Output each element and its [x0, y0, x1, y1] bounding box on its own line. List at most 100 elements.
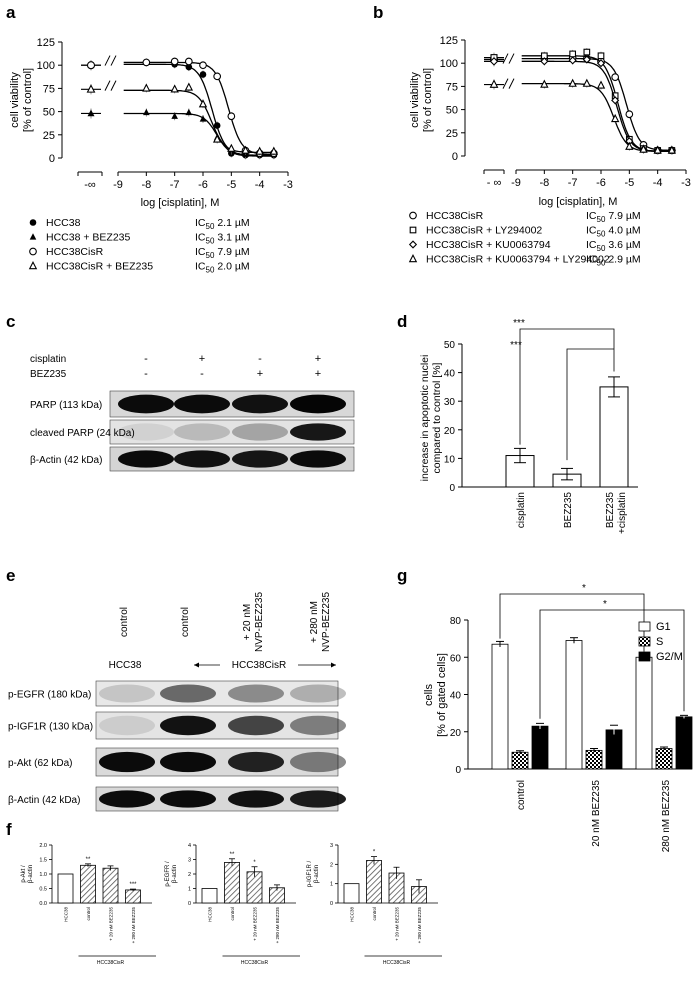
legend-ic50-a: IC50 7.9 µM [195, 246, 250, 260]
panel-letter-e: e [6, 566, 15, 585]
group-label-f-egfr: HCC38CisR [241, 960, 269, 966]
plot-area-f-igf1r: p-IGF1R / β-actin 0 1 2 3 HCC38 * control + 20 nM… [307, 843, 442, 966]
x-tick-label-b: -7 [568, 177, 578, 189]
data-point-a-1 [143, 108, 150, 116]
y-tick-label-f-igf1r: 3 [330, 843, 333, 849]
legend-label-a: HCC38CisR [46, 246, 104, 258]
bar-g-S [585, 749, 603, 770]
legend-ic50-b: IC50 3.6 µM [586, 239, 641, 253]
panel-d: d increase in apoptotic nuclei compared … [397, 312, 638, 534]
panel-g: g cells [% of gated cells] 0 20 40 60 80 * * c… [397, 566, 693, 853]
x-axis-title-b: log [cisplatin], M [539, 196, 618, 208]
y-axis-title-f-igf1r: β-actin [314, 865, 320, 883]
sig-label-f-egfr: ** [230, 852, 235, 858]
legend-marker-a [29, 247, 37, 256]
bar-f-egfr-1 [224, 862, 240, 904]
panel-c: c cisplatin BEZ235 - - + - - + + + PARP (113 kD… [6, 312, 355, 472]
category-label-bez235-cisplatin-2: +cisplatin [617, 492, 628, 534]
category-label-f-akt: control [86, 907, 91, 921]
category-label-f-egfr: HCC38 [208, 907, 213, 922]
data-point-b-3 [582, 78, 592, 87]
y-tick-label-b: 75 [446, 81, 458, 93]
band-c [290, 394, 346, 414]
sign-cisplatin: + [199, 353, 205, 365]
legend-marker-b [408, 240, 418, 249]
plot-area-d: 0 10 20 30 40 50 *** *** [444, 318, 638, 494]
band-e [99, 715, 155, 736]
legend-label-b: HCC38CisR + KU0063794 [426, 239, 551, 251]
zero-dose-point-a [86, 84, 96, 93]
data-point-a-2 [142, 58, 151, 67]
bar-f-akt-1 [80, 864, 96, 904]
x-tick-label-b: -9 [511, 177, 521, 189]
category-label-f-egfr: control [230, 907, 235, 921]
band-e [228, 790, 284, 808]
y-axis-title-f-akt: β-actin [28, 865, 34, 883]
category-label-bez235-cisplatin-1: BEZ235 [605, 492, 616, 529]
legend-a: HCC38 IC50 2.1 µM HCC38 + BEZ235 IC50 3.1 µ… [28, 217, 250, 275]
data-point-b-3 [568, 78, 577, 87]
bar-f-akt-2 [102, 867, 119, 904]
y-tick-label-f-akt: 0.5 [39, 887, 47, 893]
legend-label-b: HCC38CisR + LY294002 [426, 225, 542, 237]
panel-letter-g: g [397, 566, 407, 585]
band-c [174, 423, 230, 441]
data-point-b-3 [596, 80, 606, 89]
data-point-a-3 [269, 146, 279, 155]
band-c [174, 450, 230, 468]
y-axis-title-g-1: cells [423, 684, 435, 707]
bar-f-egfr-0 [201, 888, 218, 904]
category-label-280nm: 280 nM BEZ235 [661, 780, 672, 853]
data-point-b-2 [582, 55, 591, 64]
axis-break-a [104, 55, 111, 66]
legend-swatch-g2m [638, 651, 651, 662]
axis-break-b [508, 78, 515, 89]
data-point-b-1 [569, 50, 577, 58]
x-tick-label-inf-a: -∞ [84, 179, 96, 191]
data-point-b-1 [583, 48, 591, 56]
sig-label-f-igf1r: * [373, 850, 376, 856]
plot-area-f-akt: p-Akt / β-actin 0.0 0.5 1.0 1.5 2.0 HCC38 ** cont… [21, 843, 156, 966]
data-point-a-3 [170, 84, 179, 93]
sig-bracket-d [519, 328, 615, 445]
fit-curve-a-2 [123, 61, 272, 155]
data-point-a-1 [185, 108, 193, 116]
band-e [290, 790, 346, 808]
legend-ic50-a: IC50 3.1 µM [195, 232, 250, 246]
blot-label-e: p-EGFR (180 kDa) [8, 690, 91, 701]
row-label-cisplatin: cisplatin [30, 354, 66, 365]
data-point-a-3 [198, 99, 208, 108]
band-e [99, 684, 155, 703]
category-label-f-akt: HCC38 [64, 907, 69, 922]
axis-break-a [104, 80, 111, 91]
data-point-a-3 [142, 83, 151, 92]
y-tick-label-g: 20 [450, 728, 462, 739]
axis-break-a [110, 80, 117, 91]
sig-label-f-akt: *** [129, 882, 137, 888]
y-tick-label-a: 75 [43, 83, 55, 95]
col-label-hcc38-control: control [119, 607, 130, 637]
y-tick-label-a: 0 [49, 153, 55, 165]
y-tick-label-d: 50 [444, 340, 456, 351]
data-point-b-0 [611, 73, 620, 81]
sign-bez235: - [200, 368, 204, 380]
band-c [118, 394, 174, 414]
group-label-hcc38: HCC38 [109, 660, 142, 671]
band-c [118, 450, 174, 468]
panel-b: b cell viability [% of control] 0 25 50 75 1… [373, 3, 691, 268]
category-label-20nm: 20 nM BEZ235 [591, 780, 602, 847]
legend-b: HCC38CisR IC50 7.9 µM HCC38CisR + LY294002… [408, 210, 641, 268]
band-c [232, 450, 288, 468]
data-point-b-0 [625, 110, 634, 119]
y-tick-label-b: 50 [446, 105, 458, 117]
legend-label-a: HCC38 + BEZ235 [46, 232, 130, 244]
sign-bez235: - [144, 368, 148, 380]
blot-label-e: p-Akt (62 kDa) [8, 758, 72, 769]
bar-g-G1 [565, 640, 583, 770]
data-point-b-2 [540, 57, 549, 66]
data-point-b-2 [568, 56, 577, 65]
category-label-cisplatin: cisplatin [516, 492, 527, 528]
category-label-f-igf1r: + 280 nM BEZ235 [417, 907, 422, 944]
data-point-a-3 [184, 82, 194, 91]
x-tick-label-b: -6 [596, 177, 606, 189]
